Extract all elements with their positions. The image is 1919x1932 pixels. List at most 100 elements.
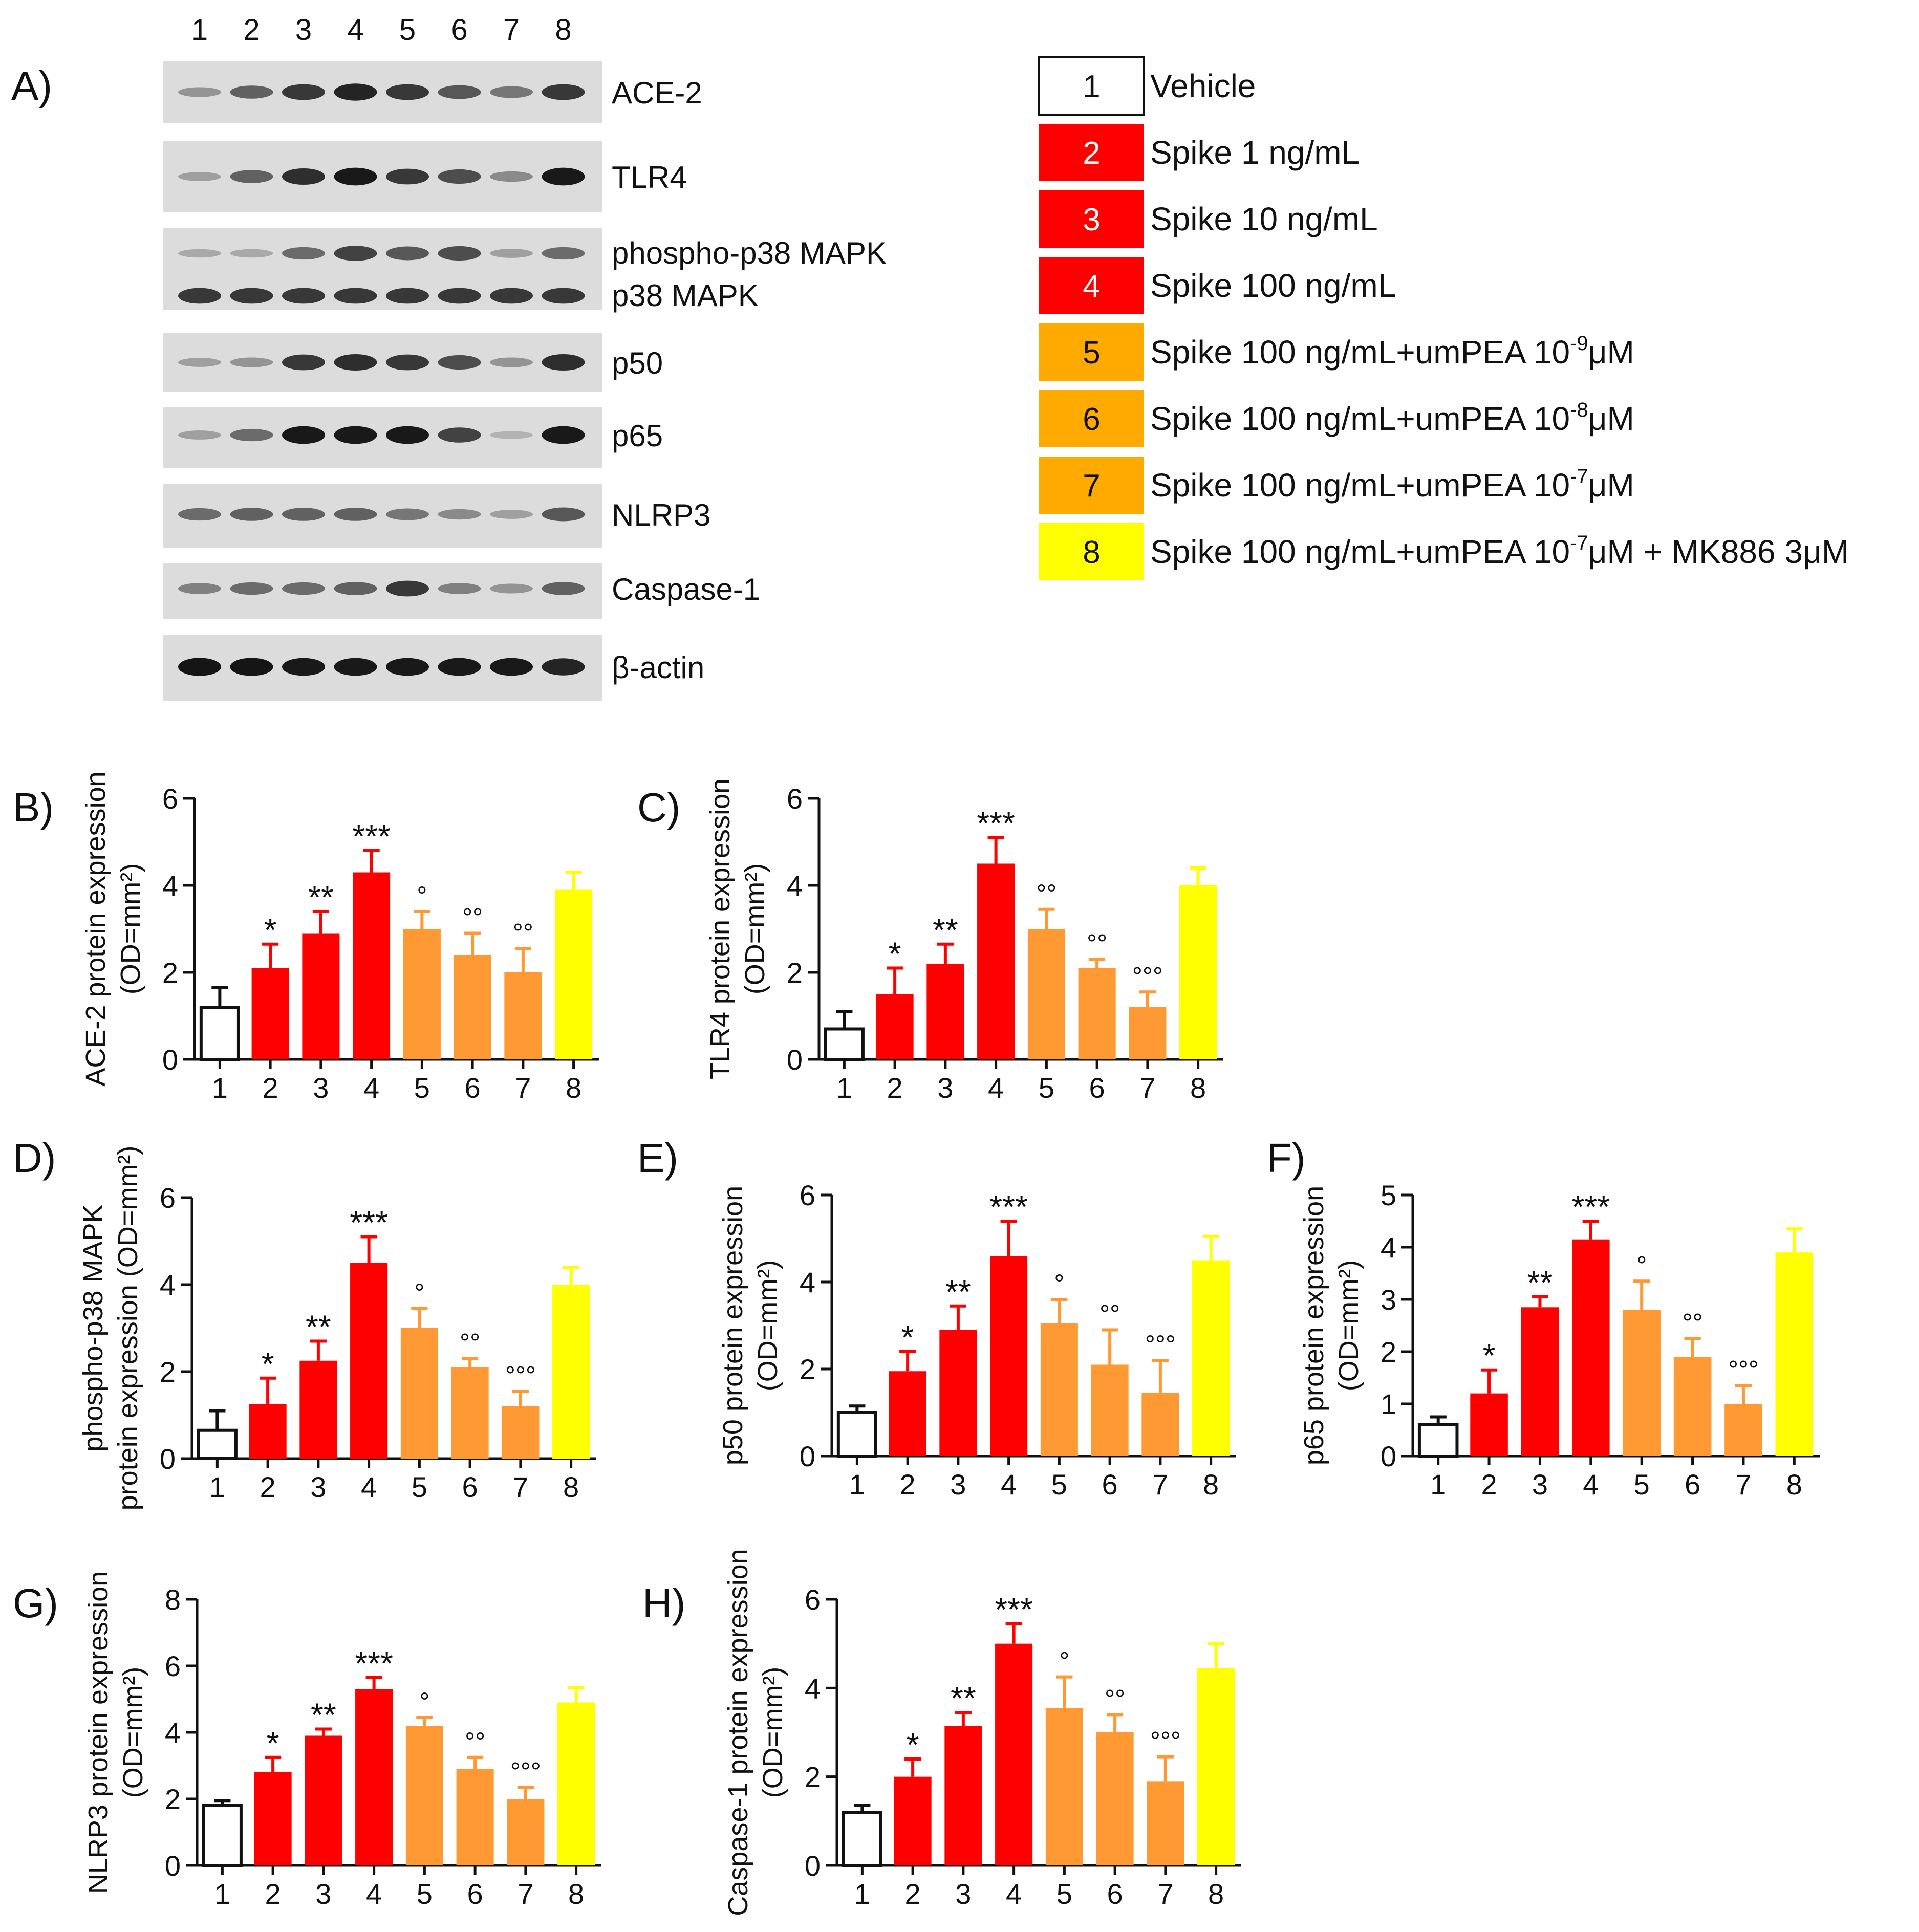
blot-band bbox=[230, 428, 273, 442]
legend-swatch bbox=[1039, 190, 1144, 248]
blot-band bbox=[230, 658, 273, 676]
y-axis-label-line: phospho-p38 MAPK bbox=[78, 1204, 109, 1451]
legend-swatch bbox=[1039, 390, 1144, 447]
blot-band bbox=[542, 507, 585, 522]
x-tick-label: 1 bbox=[209, 1471, 225, 1503]
blot-band bbox=[490, 658, 533, 676]
blot-membrane bbox=[163, 484, 602, 548]
y-axis-label-line: NLRP3 protein expression bbox=[83, 1571, 114, 1894]
legend-number: 3 bbox=[1083, 202, 1100, 237]
blot-band bbox=[282, 247, 325, 260]
significance-label: * bbox=[901, 1319, 914, 1356]
significance-label: °° bbox=[465, 1727, 485, 1756]
x-tick-label: 1 bbox=[212, 1072, 228, 1104]
blot-band bbox=[438, 169, 481, 184]
x-tick-label: 8 bbox=[1190, 1072, 1206, 1104]
legend-text: Spike 100 ng/mL+umPEA 10 bbox=[1150, 533, 1570, 570]
blot-band bbox=[490, 249, 533, 258]
x-tick-label: 3 bbox=[950, 1468, 966, 1501]
blot-band bbox=[490, 288, 533, 304]
y-tick-label: 3 bbox=[1381, 1284, 1396, 1316]
legend-text: Spike 100 ng/mL+umPEA 10 bbox=[1150, 467, 1570, 504]
x-tick-label: 3 bbox=[315, 1878, 331, 1910]
lane-number: 1 bbox=[191, 13, 208, 47]
bar bbox=[1096, 1732, 1134, 1865]
blot-band bbox=[230, 288, 273, 304]
y-tick-label: 2 bbox=[162, 957, 178, 989]
blot-band bbox=[334, 508, 377, 521]
chart-g: G) 0 2 4 6 8 NLRP3 protein expression (OD=mm²) 1… bbox=[13, 1571, 601, 1910]
blot-band bbox=[282, 426, 325, 444]
blot-band bbox=[386, 354, 429, 371]
x-tick-label: 5 bbox=[1056, 1878, 1072, 1910]
y-axis-label: Caspase-1 protein expression (OD=mm²) bbox=[723, 1549, 788, 1916]
bar bbox=[305, 1735, 342, 1865]
legend-number: 5 bbox=[1083, 335, 1100, 371]
legend-text: Spike 100 ng/mL bbox=[1150, 267, 1396, 304]
significance-label: °°° bbox=[1145, 1330, 1176, 1359]
bar bbox=[1673, 1357, 1712, 1456]
x-tick-label: 3 bbox=[313, 1072, 329, 1104]
blot-band bbox=[178, 508, 221, 521]
bar bbox=[197, 1428, 238, 1460]
blot-tlr4: TLR4 bbox=[163, 141, 687, 212]
blot-label: β-actin bbox=[612, 650, 704, 685]
y-tick-label: 5 bbox=[1381, 1179, 1396, 1211]
x-tick-label: 6 bbox=[1089, 1072, 1105, 1104]
legend-number: 4 bbox=[1083, 269, 1100, 304]
y-tick-label: 4 bbox=[162, 870, 178, 902]
x-tick-label: 7 bbox=[1735, 1468, 1751, 1501]
blot-band bbox=[178, 288, 221, 304]
blot-band bbox=[438, 246, 481, 261]
bar bbox=[199, 1006, 240, 1061]
blot-band bbox=[438, 509, 481, 520]
blot-band bbox=[230, 85, 273, 99]
significance-label: *** bbox=[995, 1591, 1033, 1628]
significance-label: * bbox=[1483, 1337, 1496, 1374]
legend-item: 7 Spike 100 ng/mL+umPEA 10-7μM bbox=[1039, 457, 1634, 514]
blot-band bbox=[334, 288, 377, 304]
bar bbox=[350, 1263, 388, 1459]
blot-band bbox=[542, 167, 585, 186]
blot-band bbox=[178, 249, 221, 258]
bar bbox=[507, 1799, 545, 1865]
legend-number: 8 bbox=[1083, 535, 1100, 570]
blot-label: p50 bbox=[612, 346, 663, 380]
blot-band bbox=[178, 658, 221, 676]
x-tick-label: 7 bbox=[515, 1072, 531, 1104]
bar bbox=[1521, 1307, 1559, 1456]
significance-label: °°° bbox=[1150, 1727, 1181, 1755]
bar bbox=[1572, 1239, 1610, 1456]
significance-label: * bbox=[889, 936, 901, 972]
significance-label: °° bbox=[462, 903, 483, 932]
y-axis-label-line: (OD=mm²) bbox=[1333, 1260, 1364, 1391]
blot--actin: β-actin bbox=[163, 635, 704, 701]
y-axis-label-line: (OD=mm²) bbox=[118, 1667, 148, 1798]
x-tick-label: 5 bbox=[1634, 1468, 1650, 1501]
blot-band bbox=[490, 510, 533, 519]
significance-label: * bbox=[907, 1726, 919, 1763]
significance-label: *** bbox=[989, 1188, 1028, 1225]
significance-label: °° bbox=[1099, 1300, 1120, 1329]
y-axis-label: ACE-2 protein expression (OD=mm²) bbox=[80, 771, 146, 1086]
bar bbox=[1724, 1404, 1762, 1456]
blot-band bbox=[386, 508, 429, 520]
blot-membrane bbox=[163, 407, 602, 468]
lane-number: 3 bbox=[295, 13, 312, 47]
significance-label: °° bbox=[513, 918, 533, 947]
bar bbox=[254, 1772, 292, 1865]
bar bbox=[552, 1285, 590, 1459]
bar bbox=[405, 1726, 443, 1865]
legend-text: Spike 100 ng/mL+umPEA 10 bbox=[1150, 334, 1570, 371]
blot-band bbox=[178, 583, 221, 594]
legend-number: 6 bbox=[1083, 402, 1100, 437]
y-tick-label: 6 bbox=[165, 1650, 181, 1682]
y-tick-label: 0 bbox=[1381, 1440, 1396, 1472]
blot-band bbox=[542, 426, 585, 444]
x-tick-label: 5 bbox=[1039, 1072, 1054, 1104]
y-tick-label: 0 bbox=[162, 1044, 178, 1076]
bar bbox=[1078, 968, 1116, 1059]
blot-band bbox=[178, 358, 221, 367]
blot-label: p38 MAPK bbox=[612, 278, 759, 313]
